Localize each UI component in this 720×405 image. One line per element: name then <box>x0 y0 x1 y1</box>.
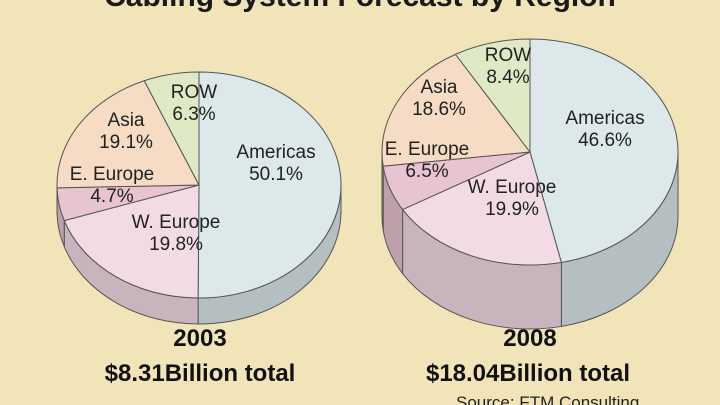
pie-slice-w-europe <box>401 151 563 266</box>
pie-2008-year: 2008 <box>503 325 556 352</box>
pie-slice-row <box>454 38 531 154</box>
slice-label: E. Europe 6.5% <box>385 139 470 182</box>
pie-slice-row <box>143 71 200 186</box>
pie-slice-asia <box>381 53 531 167</box>
pie-2003-total: $8.31Billion total <box>105 360 296 387</box>
pie-2008: Americas 46.6%W. Europe 19.9%E. Europe 6.5%… <box>381 38 679 330</box>
chart-title: Cabling System Forecast by Region <box>104 0 616 13</box>
pie-slice-americas <box>529 38 679 263</box>
slice-label: Americas 50.1% <box>236 142 315 185</box>
pie-2003: Americas 50.1% W. Europe 19.8% E. Europe 4.7%… <box>56 71 342 325</box>
slice-label: W. Europe 19.9% <box>468 177 557 220</box>
slice-label: Americas 46.6% <box>565 108 644 151</box>
slice-label: E. Europe 4.7% <box>70 164 155 207</box>
pie-2008-total: $18.04Billion total <box>426 360 630 387</box>
slice-label: ROW 6.3% <box>171 82 218 125</box>
slice-label: Asia 19.1% <box>99 110 153 153</box>
pie-2003-year: 2003 <box>173 325 226 352</box>
slice-label: ROW 8.4% <box>485 45 532 88</box>
slice-label: Asia 18.6% <box>412 77 466 120</box>
slice-label: W. Europe 19.8% <box>132 212 221 255</box>
pie-slice-w-europe <box>63 184 200 299</box>
source-note: Source: FTM Consulting <box>456 393 639 405</box>
pie-slice-americas <box>197 71 342 299</box>
pie-slice-asia <box>56 80 200 189</box>
